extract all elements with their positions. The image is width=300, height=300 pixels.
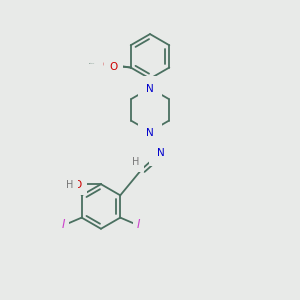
Text: methoxy: methoxy (100, 71, 106, 72)
Text: H: H (132, 157, 139, 167)
Text: O: O (73, 180, 81, 190)
Text: methoxy_label: methoxy_label (100, 67, 110, 69)
Text: N: N (146, 128, 154, 138)
Text: O: O (110, 62, 118, 72)
Text: O: O (103, 60, 111, 70)
Text: I: I (62, 218, 65, 231)
Text: methoxy: methoxy (89, 63, 95, 64)
Text: H: H (66, 180, 73, 190)
Text: N: N (146, 84, 154, 94)
Text: N: N (158, 148, 165, 158)
Text: I: I (136, 218, 140, 231)
